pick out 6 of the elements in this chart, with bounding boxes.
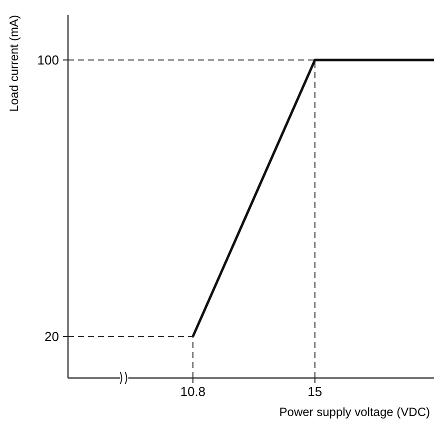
y-tick-label: 100 — [37, 52, 59, 68]
y-tick-label: 20 — [44, 329, 59, 344]
y-axis-title: Load current (mA) — [7, 14, 21, 112]
x-tick-label: 10.8 — [180, 384, 206, 399]
x-axis-title: Power supply voltage (VDC) — [279, 405, 430, 419]
x-tick-label: 15 — [308, 384, 322, 399]
